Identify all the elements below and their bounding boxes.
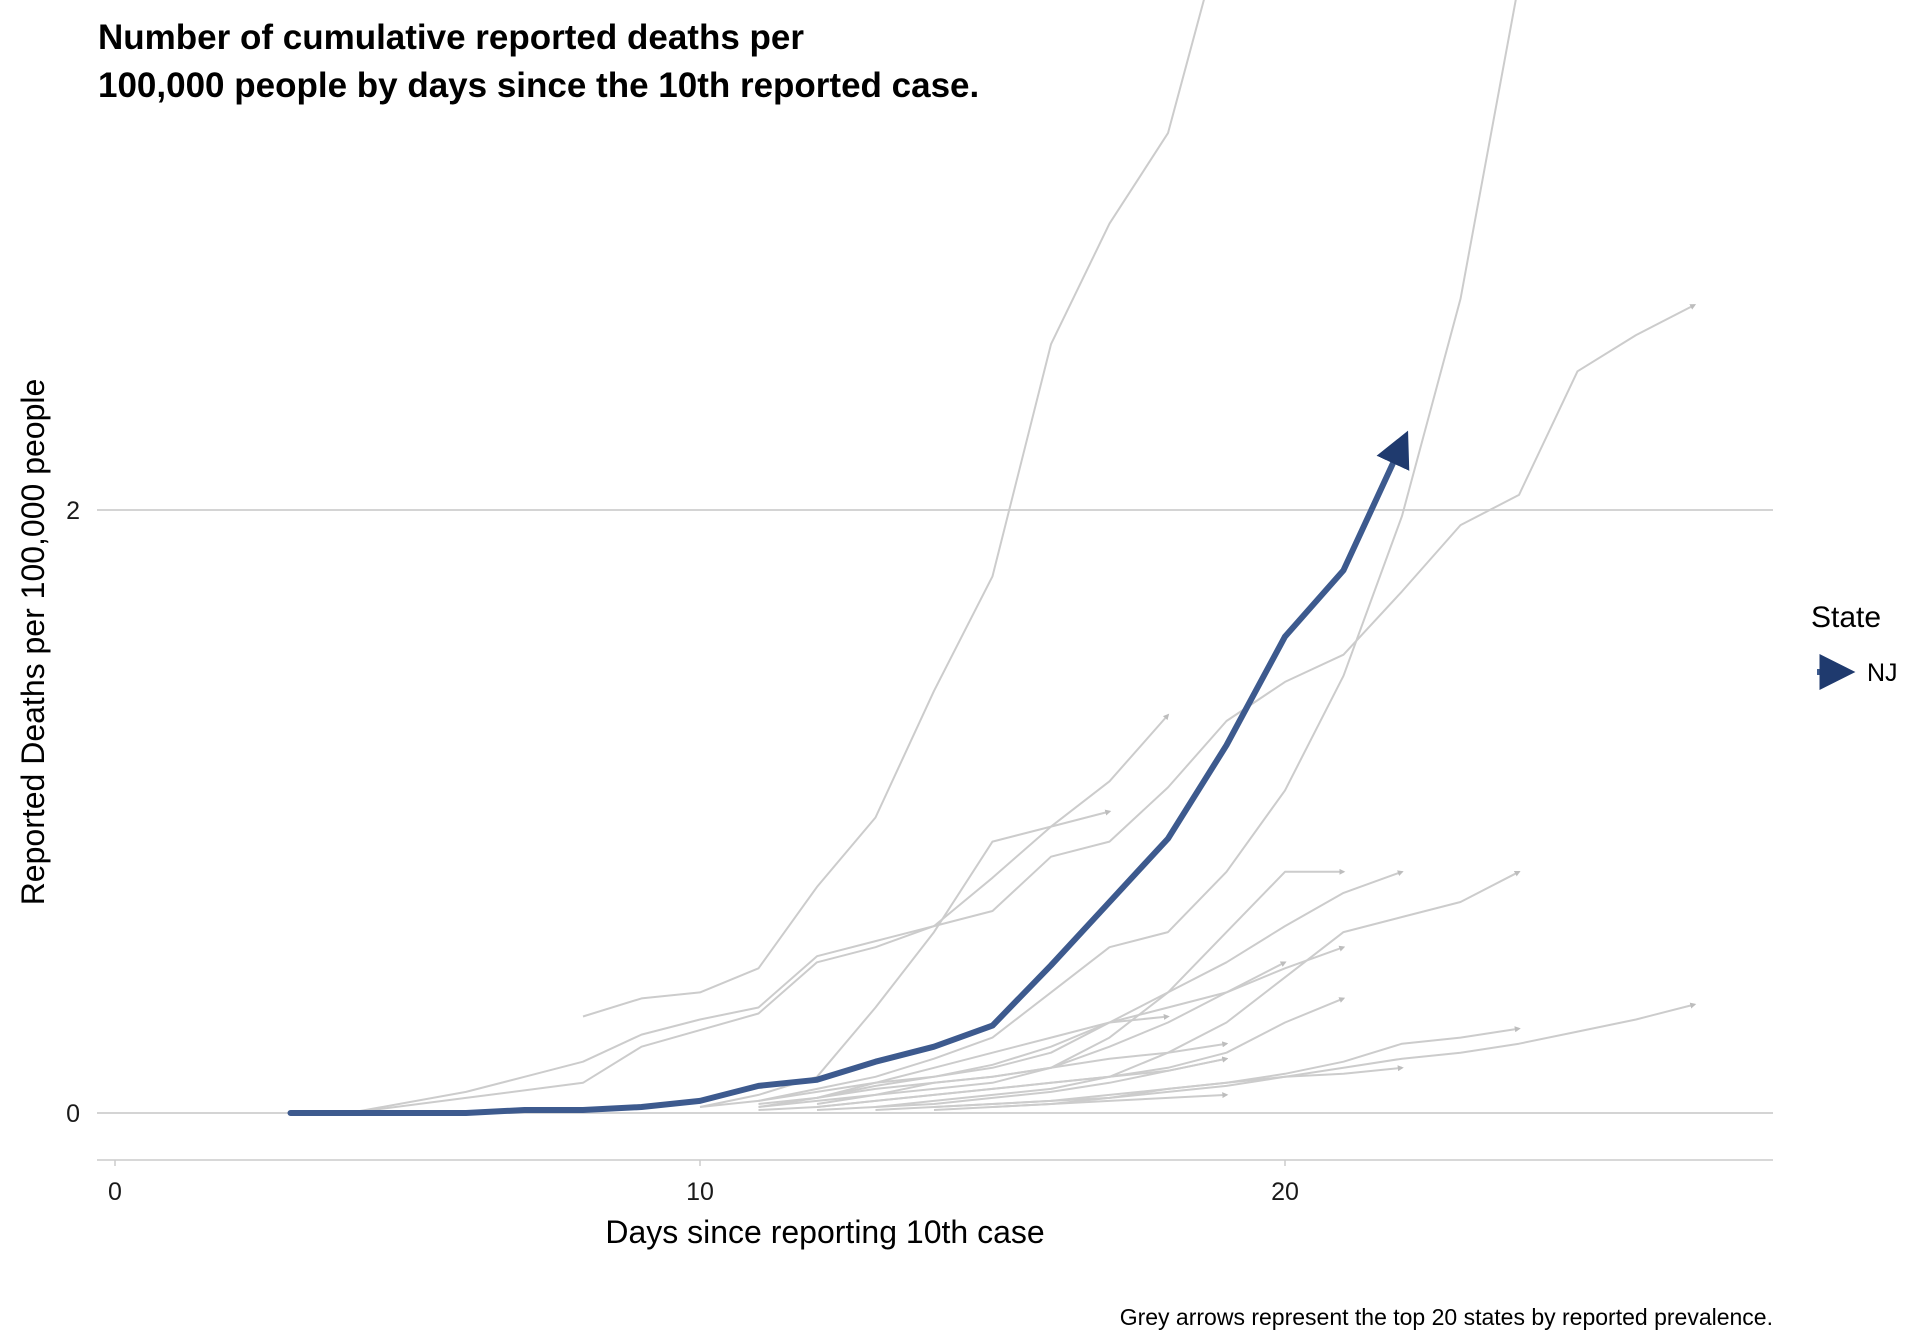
x-axis-ticks: 0 10 20	[108, 1160, 1299, 1206]
y-axis-ticks: 0246	[66, 0, 80, 1128]
y-tick-label-2: 2	[66, 497, 80, 525]
background-series-line-5	[700, 812, 1110, 1108]
y-tick-label-0: 0	[66, 1100, 80, 1128]
x-tick-label-10: 10	[686, 1178, 714, 1206]
background-series-line-1	[583, 0, 1227, 1017]
legend-label-nj: NJ	[1867, 659, 1898, 687]
chart-title-line-2: 100,000 people by days since the 10th re…	[98, 66, 979, 105]
gridlines	[97, 0, 1773, 1113]
chart-title-line-1: Number of cumulative reported deaths per	[98, 18, 804, 57]
x-tick-label-0: 0	[108, 1178, 122, 1206]
background-series-group	[349, 0, 1695, 1113]
y-axis-title: Reported Deaths per 100,000 people	[15, 379, 51, 906]
background-series-line-2	[700, 0, 1636, 1107]
background-series-line-16	[993, 1029, 1520, 1107]
legend-title: State	[1811, 601, 1881, 634]
series-line-nj	[291, 444, 1403, 1113]
x-tick-label-20: 20	[1271, 1178, 1299, 1206]
highlight-series-group	[291, 444, 1403, 1113]
x-axis-title: Days since reporting 10th case	[605, 1214, 1044, 1250]
chart-caption: Grey arrows represent the top 20 states …	[1120, 1304, 1773, 1330]
background-series-line-6	[759, 872, 1344, 1101]
